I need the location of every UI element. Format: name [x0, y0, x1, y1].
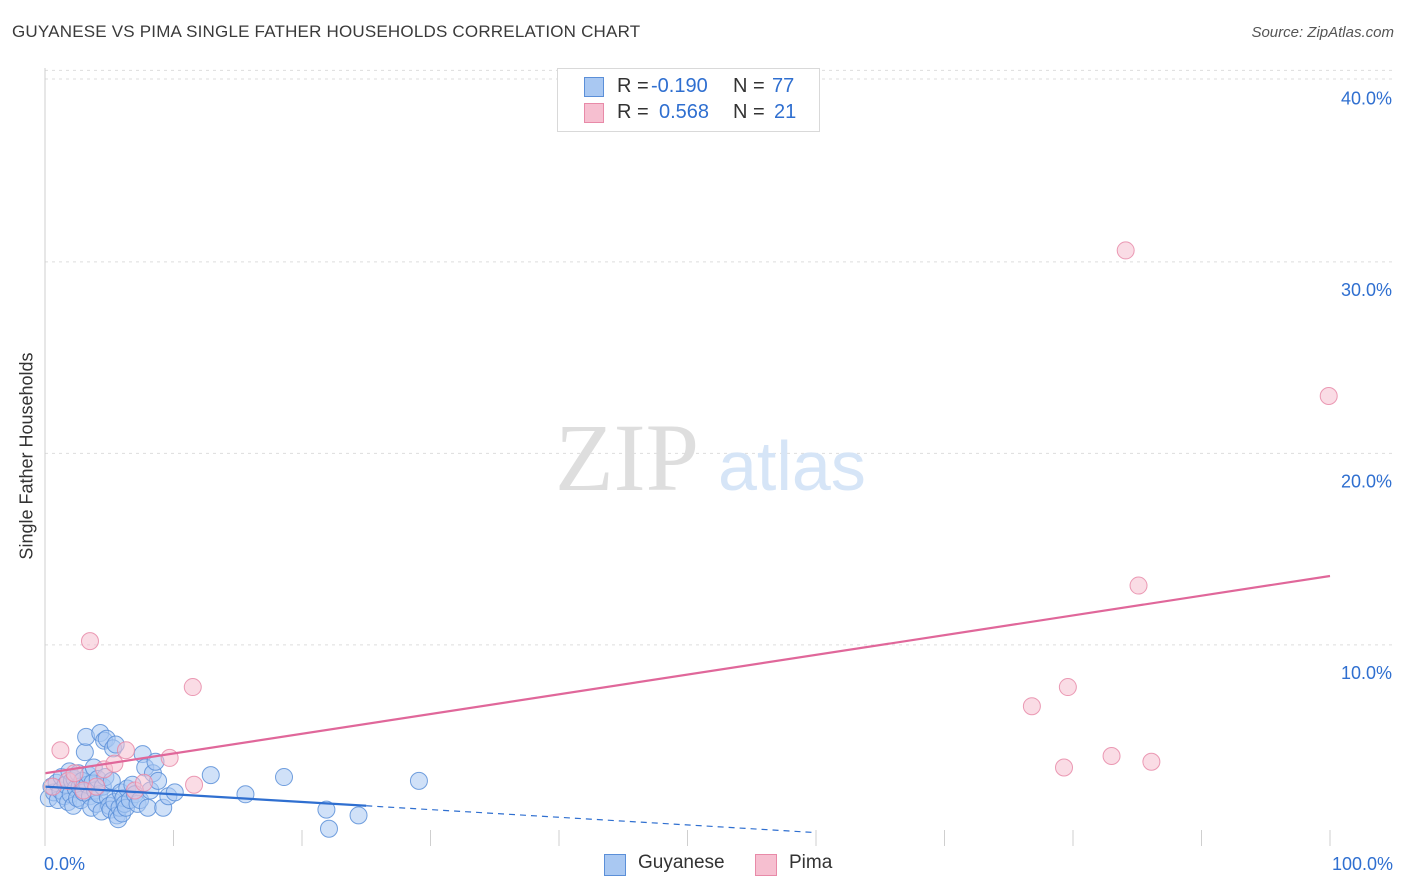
pima-point	[134, 773, 153, 792]
legend-r-label: R =	[617, 101, 649, 123]
chart-title: GUYANESE VS PIMA SINGLE FATHER HOUSEHOLD…	[12, 22, 641, 41]
pima-point	[87, 777, 106, 796]
x-tick-label-min: 0.0%	[44, 854, 85, 874]
guyanese-point	[275, 768, 294, 787]
pima-point	[160, 748, 179, 767]
watermark-zip: ZIP	[555, 404, 699, 511]
pima-point	[80, 632, 99, 651]
grid-layer	[45, 69, 1392, 646]
legend-n-label: N =	[733, 101, 765, 123]
legend-r-label: R =	[617, 75, 649, 97]
pima-legend-label: Pima	[789, 852, 833, 873]
guyanese-trend-line	[44, 785, 367, 807]
pima-n-value: 21	[774, 101, 797, 123]
x-tick-label-max: 100.0%	[1332, 854, 1393, 874]
guyanese-point	[138, 798, 157, 817]
pima-point	[1319, 386, 1338, 405]
axis-layer: 10.0% 20.0% 30.0% 40.0% 0.0% 100.0%	[44, 68, 1393, 874]
pima-point	[51, 741, 70, 760]
guyanese-point	[319, 819, 338, 838]
source-label: Source: ZipAtlas.com	[1251, 24, 1394, 41]
pima-trend-line	[44, 574, 1331, 775]
guyanese-point	[75, 743, 94, 762]
guyanese-point	[201, 766, 220, 785]
y-tick-label: 30.0%	[1341, 280, 1392, 300]
correlation-legend: R = -0.190 N = 77 R = 0.568 N = 21	[557, 68, 820, 132]
pima-point	[1129, 576, 1148, 595]
trend-layer	[44, 574, 1331, 834]
pima-point	[1058, 678, 1077, 697]
guyanese-legend-swatch	[604, 854, 626, 876]
guyanese-point	[236, 785, 255, 804]
guyanese-n-value: 77	[772, 75, 795, 97]
pima-legend-swatch	[755, 854, 777, 876]
guyanese-legend-label: Guyanese	[638, 852, 725, 873]
guyanese-point	[349, 806, 368, 825]
pima-point	[1142, 752, 1161, 771]
pima-point	[183, 678, 202, 697]
y-tick-label: 40.0%	[1341, 88, 1392, 108]
pima-point	[1022, 697, 1041, 716]
guyanese-r-value: -0.190	[651, 75, 708, 97]
guyanese-swatch	[584, 77, 604, 97]
legend-n-label: N =	[733, 75, 765, 97]
pima-swatch	[584, 103, 604, 123]
watermark: ZIP atlas	[555, 404, 866, 511]
guyanese-trend-line-extension	[366, 805, 817, 834]
pima-point	[1102, 746, 1121, 765]
pima-point	[1055, 758, 1074, 777]
pima-point	[116, 741, 135, 760]
y-axis-label: Single Father Households	[16, 352, 37, 560]
pima-r-value: 0.568	[659, 101, 710, 123]
y-tick-label: 20.0%	[1341, 471, 1392, 491]
guyanese-point	[165, 783, 184, 802]
guyanese-point	[317, 800, 336, 819]
y-tick-label: 10.0%	[1341, 663, 1392, 683]
watermark-atlas: atlas	[718, 427, 866, 505]
pima-point	[185, 775, 204, 794]
points-layer	[39, 241, 1338, 838]
pima-point	[1116, 241, 1135, 260]
guyanese-point	[409, 771, 428, 790]
